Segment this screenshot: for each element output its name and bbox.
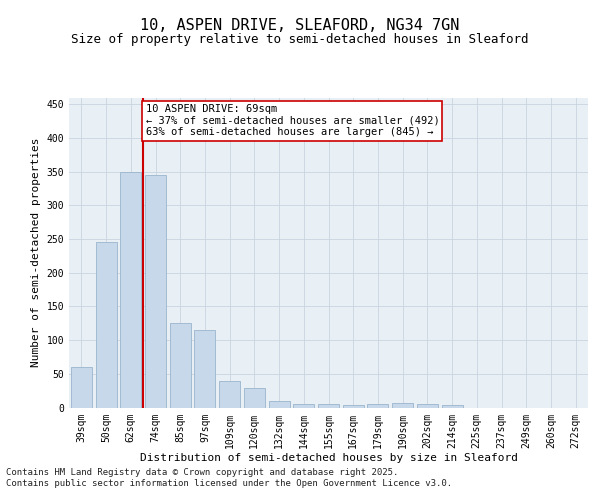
Text: Contains HM Land Registry data © Crown copyright and database right 2025.
Contai: Contains HM Land Registry data © Crown c… bbox=[6, 468, 452, 487]
Bar bbox=[219, 381, 240, 407]
Bar bbox=[392, 404, 413, 407]
Bar bbox=[343, 406, 364, 407]
Text: 10 ASPEN DRIVE: 69sqm
← 37% of semi-detached houses are smaller (492)
63% of sem: 10 ASPEN DRIVE: 69sqm ← 37% of semi-deta… bbox=[146, 104, 439, 138]
Bar bbox=[318, 404, 339, 407]
Bar bbox=[145, 175, 166, 408]
Text: Size of property relative to semi-detached houses in Sleaford: Size of property relative to semi-detach… bbox=[71, 32, 529, 46]
Bar bbox=[170, 324, 191, 407]
Bar bbox=[269, 401, 290, 407]
Y-axis label: Number of semi-detached properties: Number of semi-detached properties bbox=[31, 138, 41, 367]
Bar bbox=[417, 404, 438, 407]
Bar bbox=[442, 405, 463, 407]
Bar bbox=[244, 388, 265, 407]
Bar bbox=[71, 367, 92, 408]
Text: 10, ASPEN DRIVE, SLEAFORD, NG34 7GN: 10, ASPEN DRIVE, SLEAFORD, NG34 7GN bbox=[140, 18, 460, 32]
Bar bbox=[120, 172, 141, 408]
Bar bbox=[293, 404, 314, 407]
X-axis label: Distribution of semi-detached houses by size in Sleaford: Distribution of semi-detached houses by … bbox=[139, 453, 517, 463]
Bar bbox=[367, 404, 388, 407]
Bar bbox=[95, 242, 116, 408]
Bar bbox=[194, 330, 215, 407]
